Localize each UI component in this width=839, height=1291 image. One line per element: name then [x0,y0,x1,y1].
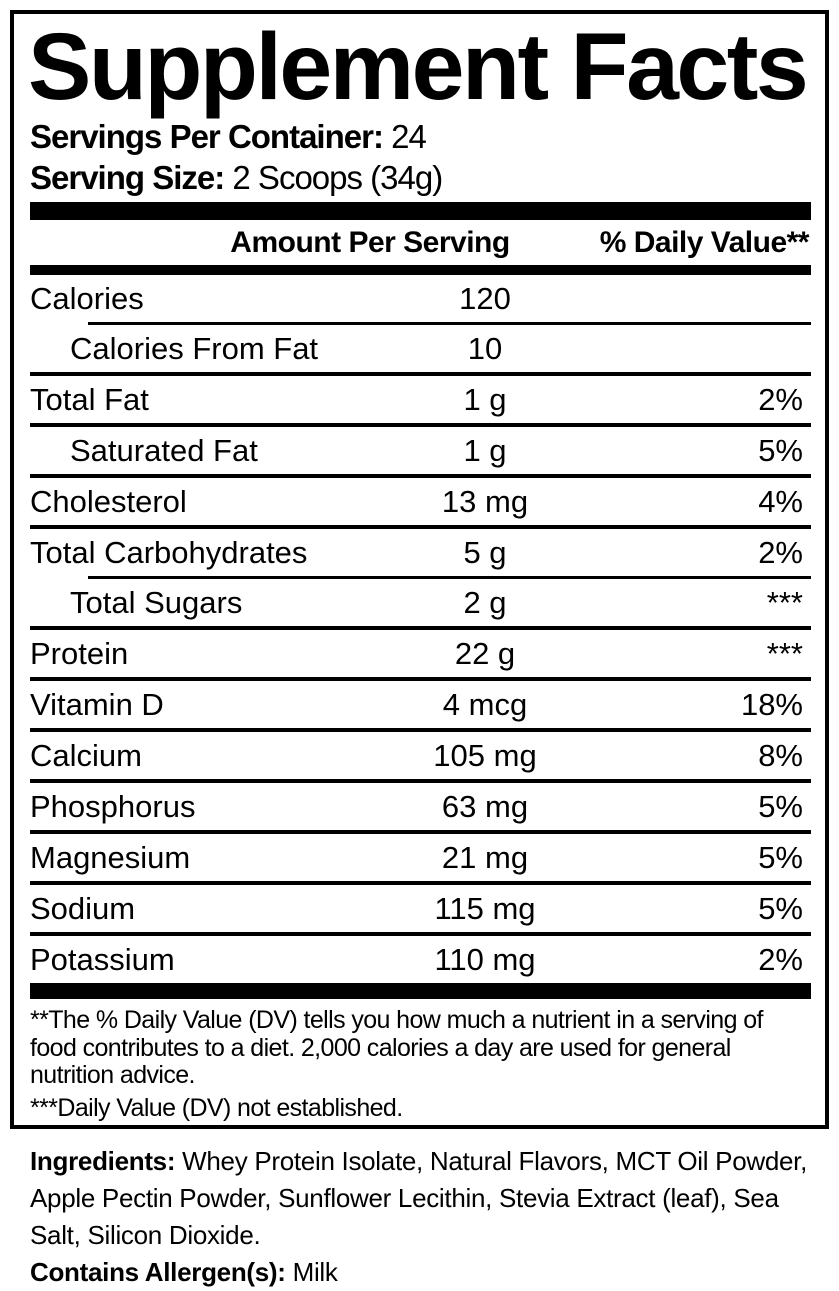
table-row-sodium: Sodium 115 mg 5% [14,885,825,932]
row-divider [30,779,811,784]
nutrient-daily-value: 2% [758,534,803,570]
ingredients-section: Ingredients: Whey Protein Isolate, Natur… [30,1143,816,1291]
table-row-vitamin-d: Vitamin D 4 mcg 18% [14,681,825,728]
servings-per-container-value: 24 [391,118,427,156]
nutrient-amount: 21 mg [441,839,529,875]
ingredients-text: Whey Protein Isolate, Natural Flavors, M… [30,1146,808,1250]
row-divider [30,423,811,428]
nutrient-name: Calcium [30,737,142,773]
table-row-potassium: Potassium 110 mg 2% [14,936,825,983]
row-divider [30,881,811,886]
facts-table-body: Calories 120 Calories From Fat 10 Total … [14,275,825,983]
nutrient-daily-value: 5% [758,890,803,926]
table-row-total-sugars: Total Sugars 2 g *** [14,579,825,626]
nutrient-name: Total Fat [30,381,149,417]
divider-bar-medium [30,265,811,276]
serving-size-label: Serving Size: [30,159,225,197]
table-row-total-fat: Total Fat 1 g 2% [14,376,825,423]
ingredients-label: Ingredients: [30,1146,176,1176]
table-row-cholesterol: Cholesterol 13 mg 4% [14,478,825,525]
nutrient-amount: 1 g [463,381,507,417]
amount-per-serving-header: Amount Per Serving [230,225,510,259]
table-row-calories-from-fat: Calories From Fat 10 [14,325,825,372]
servings-per-container: Servings Per Container: 24 [30,116,825,157]
table-row-phosphorus: Phosphorus 63 mg 5% [14,783,825,830]
nutrient-name: Total Sugars [70,584,243,620]
daily-value-header: % Daily Value** [599,225,810,259]
nutrient-daily-value: 4% [758,483,803,519]
nutrient-name: Vitamin D [30,686,164,722]
nutrient-amount: 115 mg [434,890,536,926]
nutrient-daily-value: 5% [758,788,803,824]
table-row-magnesium: Magnesium 21 mg 5% [14,834,825,881]
row-divider [30,677,811,682]
row-divider [30,525,811,530]
nutrient-amount: 63 mg [441,788,529,824]
nutrient-name: Phosphorus [30,788,196,824]
nutrient-name: Sodium [30,890,136,926]
row-divider [30,372,811,377]
nutrient-amount: 1 g [463,432,507,468]
nutrient-daily-value: 2% [758,941,803,977]
not-established-footnote: ***Daily Value (DV) not established. [30,1093,403,1122]
serving-info: Servings Per Container: 24 Serving Size:… [30,116,825,198]
row-divider-inset [88,322,811,326]
nutrient-amount: 13 mg [441,483,529,519]
nutrient-name: Calories From Fat [70,330,319,366]
divider-bar-bottom [30,983,811,1000]
nutrient-name: Cholesterol [30,483,187,519]
nutrient-amount: 105 mg [433,737,537,773]
allergens-line: Contains Allergen(s): Milk [30,1254,816,1291]
nutrient-daily-value: 5% [758,432,803,468]
table-row-calcium: Calcium 105 mg 8% [14,732,825,779]
nutrient-name: Saturated Fat [70,432,258,468]
panel-title: Supplement Facts [28,14,809,120]
nutrient-name: Protein [30,635,129,671]
row-divider [30,728,811,733]
nutrient-daily-value: 18% [740,686,803,722]
divider-bar-heavy [30,202,811,221]
row-divider [30,830,811,835]
nutrient-amount: 120 [459,280,511,316]
ingredients-line: Ingredients: Whey Protein Isolate, Natur… [30,1143,816,1254]
footnotes: **The % Daily Value (DV) tells you how m… [30,1007,809,1122]
supplement-facts-panel: Supplement Facts Servings Per Container:… [10,10,829,1129]
nutrient-name: Magnesium [30,839,191,875]
daily-value-footnote: **The % Daily Value (DV) tells you how m… [30,1006,764,1090]
nutrient-amount: 22 g [454,635,516,671]
nutrient-amount: 2 g [463,584,507,620]
table-row-calories: Calories 120 [14,275,825,322]
table-header-row: Amount Per Serving % Daily Value** [14,220,825,265]
nutrient-daily-value: 8% [758,737,803,773]
allergens-label: Contains Allergen(s): [30,1257,286,1287]
serving-size: Serving Size: 2 Scoops (34g) [30,157,825,198]
nutrient-amount: 5 g [463,534,507,570]
serving-size-value: 2 Scoops (34g) [232,159,443,197]
allergens-value: Milk [292,1257,338,1287]
table-row-saturated-fat: Saturated Fat 1 g 5% [14,427,825,474]
servings-per-container-label: Servings Per Container: [30,118,384,156]
table-row-protein: Protein 22 g *** [14,630,825,677]
nutrient-daily-value: 2% [758,381,803,417]
nutrient-name: Potassium [30,941,175,977]
table-row-total-carbohydrates: Total Carbohydrates 5 g 2% [14,529,825,576]
nutrient-daily-value: *** [766,635,803,671]
nutrient-amount: 110 mg [434,941,536,977]
nutrient-amount: 10 [467,330,503,366]
row-divider [30,474,811,479]
nutrient-daily-value: 5% [758,839,803,875]
row-divider [30,626,811,631]
nutrient-amount: 4 mcg [442,686,528,722]
row-divider-inset [88,576,811,580]
row-divider [30,932,811,937]
nutrient-daily-value: *** [766,584,803,620]
nutrient-name: Total Carbohydrates [30,534,308,570]
nutrient-name: Calories [30,280,144,316]
